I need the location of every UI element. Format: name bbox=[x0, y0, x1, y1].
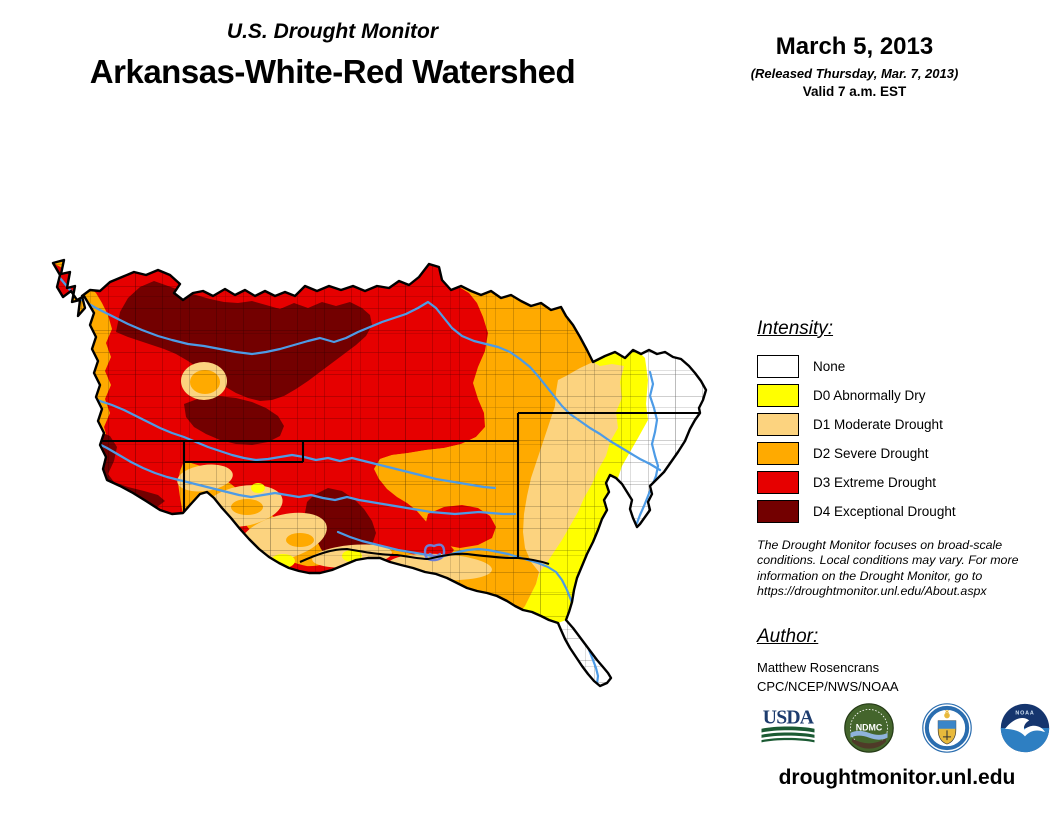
legend-item-d0: D0 Abnormally Dry bbox=[757, 381, 1049, 410]
svg-text:NOAA: NOAA bbox=[1015, 711, 1034, 717]
author-name: Matthew Rosencrans bbox=[757, 660, 880, 675]
logo-row: USDA NDMC NOAA bbox=[760, 703, 1050, 753]
legend: Intensity: None D0 Abnormally Dry D1 Mod… bbox=[757, 318, 1049, 526]
swatch-d1 bbox=[757, 413, 799, 436]
watershed-fill-layers bbox=[53, 260, 706, 686]
legend-item-d1: D1 Moderate Drought bbox=[757, 410, 1049, 439]
svg-text:NDMC: NDMC bbox=[856, 722, 883, 732]
swatch-none bbox=[757, 355, 799, 378]
swatch-d2 bbox=[757, 442, 799, 465]
swatch-d4 bbox=[757, 500, 799, 523]
page-title: Arkansas-White-Red Watershed bbox=[89, 53, 576, 90]
commerce-seal-logo bbox=[922, 703, 972, 753]
disclaimer-text: The Drought Monitor focuses on broad-sca… bbox=[757, 538, 1019, 599]
author-heading: Author: bbox=[757, 626, 819, 647]
legend-item-d3: D3 Extreme Drought bbox=[757, 468, 1049, 497]
author-block: Author: Matthew Rosencrans CPC/NCEP/NWS/… bbox=[757, 626, 1051, 694]
legend-heading: Intensity: bbox=[757, 318, 834, 339]
program-title: U.S. Drought Monitor bbox=[226, 20, 439, 43]
valid-time: Valid 7 a.m. EST bbox=[802, 84, 907, 99]
released-date: (Released Thursday, Mar. 7, 2013) bbox=[750, 66, 959, 81]
legend-label: None bbox=[813, 359, 846, 374]
title-block: U.S. Drought Monitor Arkansas-White-Red … bbox=[0, 20, 665, 91]
legend-label: D0 Abnormally Dry bbox=[813, 388, 926, 403]
state-borders bbox=[100, 411, 703, 565]
legend-item-d2: D2 Severe Drought bbox=[757, 439, 1049, 468]
date-block: March 5, 2013 (Released Thursday, Mar. 7… bbox=[712, 33, 997, 99]
site-url: droughtmonitor.unl.edu bbox=[778, 766, 1016, 789]
usda-logo: USDA bbox=[761, 706, 816, 743]
svg-text:USDA: USDA bbox=[763, 706, 815, 728]
legend-label: D1 Moderate Drought bbox=[813, 417, 943, 432]
ndmc-logo: NDMC bbox=[844, 703, 894, 753]
legend-item-d4: D4 Exceptional Drought bbox=[757, 497, 1049, 526]
map-date: March 5, 2013 bbox=[775, 33, 934, 60]
legend-label: D3 Extreme Drought bbox=[813, 475, 937, 490]
county-lines-2 bbox=[53, 260, 706, 686]
legend-label: D4 Exceptional Drought bbox=[813, 504, 956, 519]
legend-label: D2 Severe Drought bbox=[813, 446, 929, 461]
swatch-d3 bbox=[757, 471, 799, 494]
swatch-d0 bbox=[757, 384, 799, 407]
noaa-logo: NOAA bbox=[1000, 703, 1050, 753]
author-org: CPC/NCEP/NWS/NOAA bbox=[757, 679, 899, 694]
watershed-outline bbox=[51, 258, 708, 688]
legend-item-none: None bbox=[757, 352, 1049, 381]
